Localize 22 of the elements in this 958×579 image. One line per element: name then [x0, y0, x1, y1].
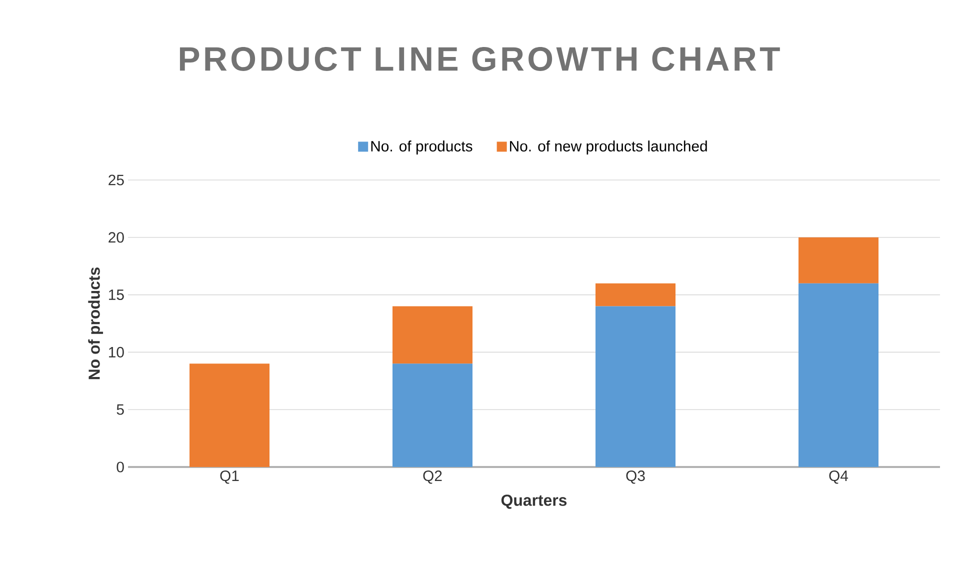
bar — [596, 306, 676, 467]
y-tick-label: 5 — [116, 404, 124, 415]
y-tick-label: 20 — [108, 232, 124, 243]
legend-label: No. of new products launched — [510, 140, 707, 154]
y-tick-label: 0 — [116, 462, 124, 472]
y-tick-label: 25 — [108, 174, 124, 186]
bar — [392, 364, 473, 467]
bar — [392, 306, 473, 364]
bar — [798, 283, 879, 467]
x-tick-label: Q4 — [829, 470, 848, 484]
bar — [798, 237, 879, 284]
x-tick-label: Q2 — [423, 470, 442, 484]
x-tick-label: Q3 — [626, 470, 645, 484]
legend-label: No. of products — [371, 140, 472, 154]
y-tick-label: 15 — [109, 290, 124, 300]
y-tick-label: 10 — [109, 346, 124, 358]
bar — [190, 364, 270, 467]
bar — [596, 283, 676, 306]
y-axis-title: No of products — [88, 267, 104, 380]
chart-title: PRODUCT LINE GROWTH CHART — [180, 47, 780, 71]
x-tick-label: Q1 — [220, 470, 239, 484]
x-axis-title: Quarters — [501, 494, 567, 509]
